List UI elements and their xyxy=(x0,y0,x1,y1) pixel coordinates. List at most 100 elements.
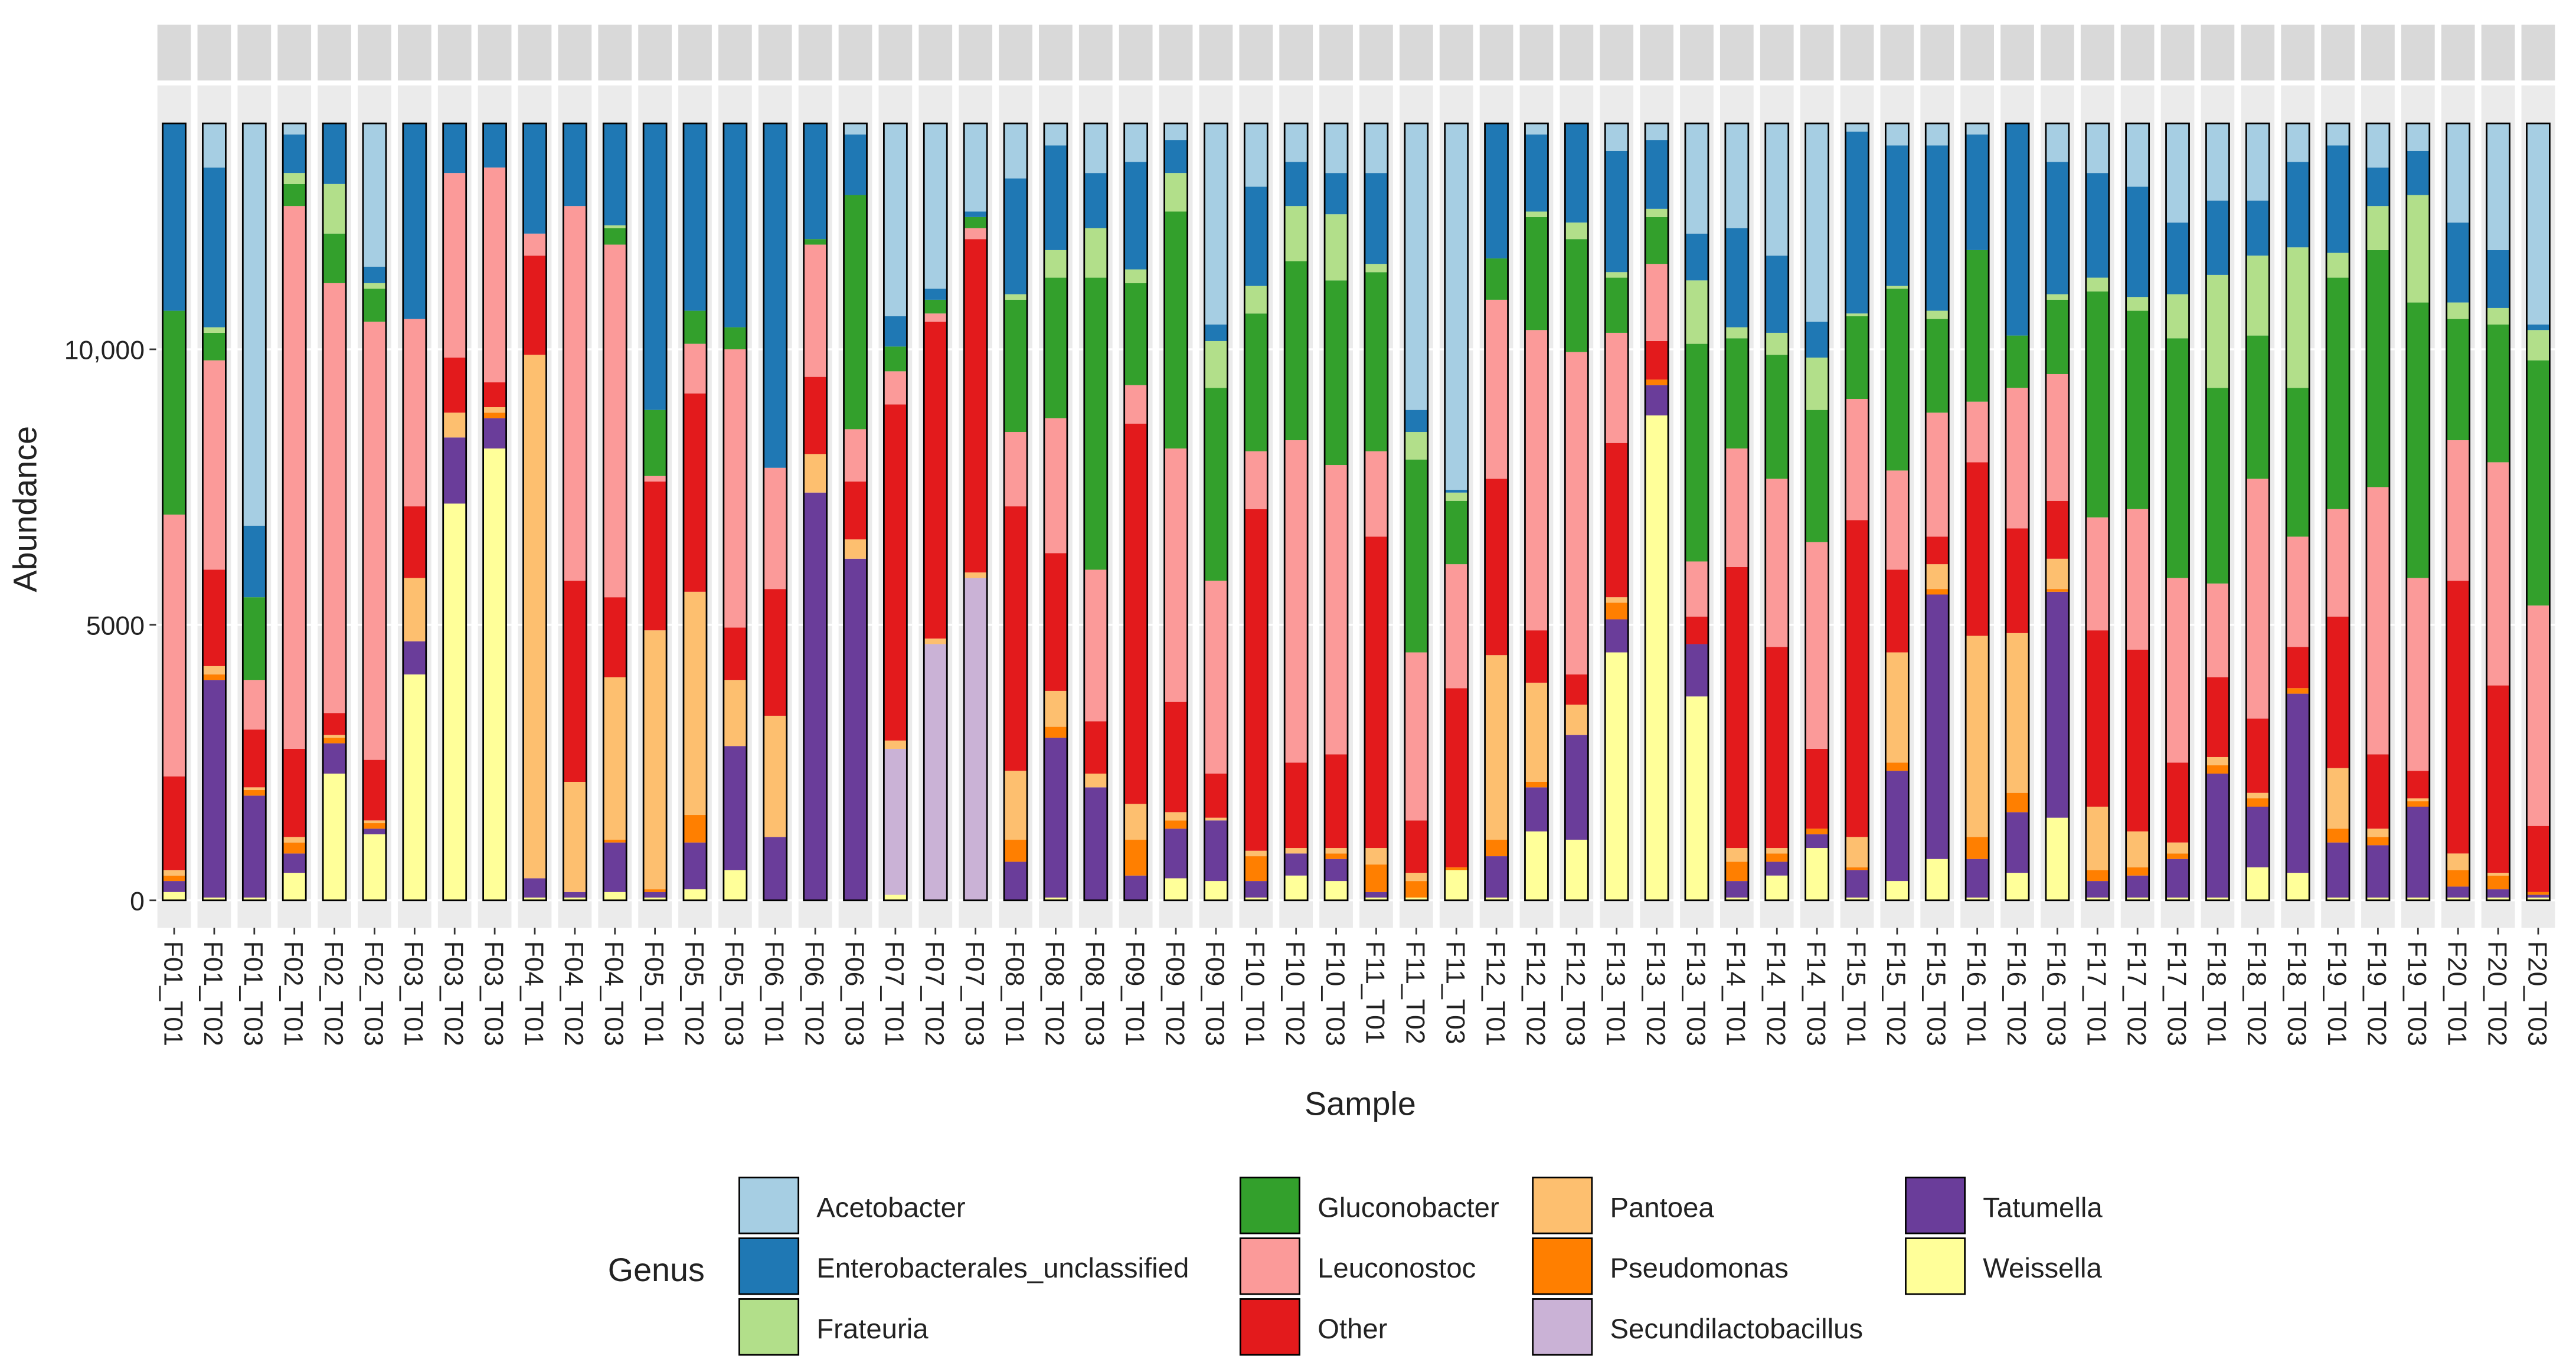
bar-segment xyxy=(1525,217,1548,330)
bar-segment xyxy=(1885,470,1909,570)
bar-outline xyxy=(602,122,627,902)
bar-segment xyxy=(243,597,266,680)
facet-strip xyxy=(1600,24,1634,81)
bar-segment xyxy=(2286,693,2310,873)
bar-segment xyxy=(2446,302,2470,319)
bar-segment xyxy=(2126,297,2149,311)
bar-outline xyxy=(963,122,988,902)
bar-segment xyxy=(1765,256,1789,333)
bar-segment xyxy=(2045,589,2069,592)
bar-segment xyxy=(1044,418,1067,554)
bar-segment xyxy=(2286,873,2310,900)
bar-segment xyxy=(1685,696,1708,900)
bar-segment xyxy=(2166,578,2189,763)
bar-segment xyxy=(964,572,988,578)
bar-segment xyxy=(924,644,947,900)
bar-segment xyxy=(1284,762,1308,849)
bar-segment xyxy=(2526,898,2550,900)
bar-segment xyxy=(2206,765,2230,774)
bar-segment xyxy=(1725,327,1748,339)
bar-segment xyxy=(563,206,587,581)
bar-segment xyxy=(1404,898,1428,900)
bar-segment xyxy=(1404,873,1428,882)
bar-segment xyxy=(1605,602,1629,620)
facet-strip xyxy=(237,24,272,81)
bar-segment xyxy=(1444,867,1468,870)
bar-segment xyxy=(563,781,587,892)
bar-segment xyxy=(2045,294,2069,300)
bar-segment xyxy=(1966,250,1989,402)
bar-segment xyxy=(283,873,306,900)
bar-segment xyxy=(1404,652,1428,821)
bar-segment xyxy=(1364,123,1388,173)
bar-segment xyxy=(2366,250,2389,487)
bar-segment xyxy=(2085,870,2109,882)
bar-outline xyxy=(923,122,948,902)
bar-segment xyxy=(1605,597,1629,603)
x-tick-label: F19_T02 xyxy=(2362,941,2391,1046)
bar-segment xyxy=(1725,848,1748,862)
bar-segment xyxy=(243,790,266,796)
bar-segment xyxy=(2085,517,2109,631)
facet-strip xyxy=(318,24,351,81)
bar-outline xyxy=(1243,122,1269,902)
legend-label: Pantoea xyxy=(1610,1192,1714,1223)
x-tick-label: F02_T02 xyxy=(319,941,348,1046)
bar-segment xyxy=(1404,881,1428,898)
facet-strip xyxy=(2321,24,2355,81)
bar-segment xyxy=(2486,462,2510,686)
bar-segment xyxy=(2045,591,2069,818)
bar-outline xyxy=(2045,122,2070,902)
facet-strip xyxy=(2441,24,2475,81)
bar-segment xyxy=(1084,277,1107,570)
bar-segment xyxy=(1845,313,1869,316)
y-tick-label: 5000 xyxy=(86,612,145,641)
bar-segment xyxy=(1926,536,1949,565)
bar-segment xyxy=(964,217,988,228)
facet-strip xyxy=(758,24,792,81)
bar-outline xyxy=(2446,122,2471,902)
bar-segment xyxy=(443,437,466,504)
facet-strip xyxy=(358,24,391,81)
bar-segment xyxy=(1124,162,1148,270)
facet-strip xyxy=(798,24,832,81)
bar-segment xyxy=(162,776,186,870)
bar-segment xyxy=(403,674,426,900)
bar-segment xyxy=(1485,258,1508,300)
x-tick-label: F14_T02 xyxy=(1761,941,1790,1046)
bar-segment xyxy=(362,820,386,824)
bar-segment xyxy=(403,506,426,578)
bar-segment xyxy=(844,558,867,900)
bar-segment xyxy=(1244,509,1268,851)
bar-segment xyxy=(1725,448,1748,567)
bar-segment xyxy=(323,713,346,735)
bar-segment xyxy=(1805,748,1829,829)
bar-segment xyxy=(1725,566,1748,849)
legend-label: Tatumella xyxy=(1983,1192,2103,1223)
legend-key xyxy=(738,1177,800,1234)
bar-segment xyxy=(1204,773,1228,818)
bar-segment xyxy=(684,123,707,311)
bar-segment xyxy=(202,666,226,674)
bar-segment xyxy=(1044,738,1067,898)
bar-segment xyxy=(924,322,947,639)
legend-label: Frateuria xyxy=(816,1314,929,1345)
bar-segment xyxy=(1364,173,1388,264)
x-tick-label: F04_T01 xyxy=(519,941,548,1046)
x-tick-label: F12_T01 xyxy=(1480,941,1509,1046)
bar-segment xyxy=(2246,200,2270,256)
bar-segment xyxy=(1805,834,1829,849)
facet-strip xyxy=(1560,24,1594,81)
bar-segment xyxy=(763,715,787,837)
bar-segment xyxy=(1926,594,1949,859)
bar-segment xyxy=(844,429,867,482)
bar-segment xyxy=(2526,605,2550,826)
facet-strip xyxy=(1199,24,1233,81)
bar-outline xyxy=(442,122,468,902)
y-tick-label: 10,000 xyxy=(64,336,145,365)
bar-segment xyxy=(1124,875,1148,900)
bar-segment xyxy=(1765,875,1789,900)
bar-segment xyxy=(2326,145,2350,253)
bar-segment xyxy=(884,895,907,900)
facet-strip xyxy=(1760,24,1794,81)
